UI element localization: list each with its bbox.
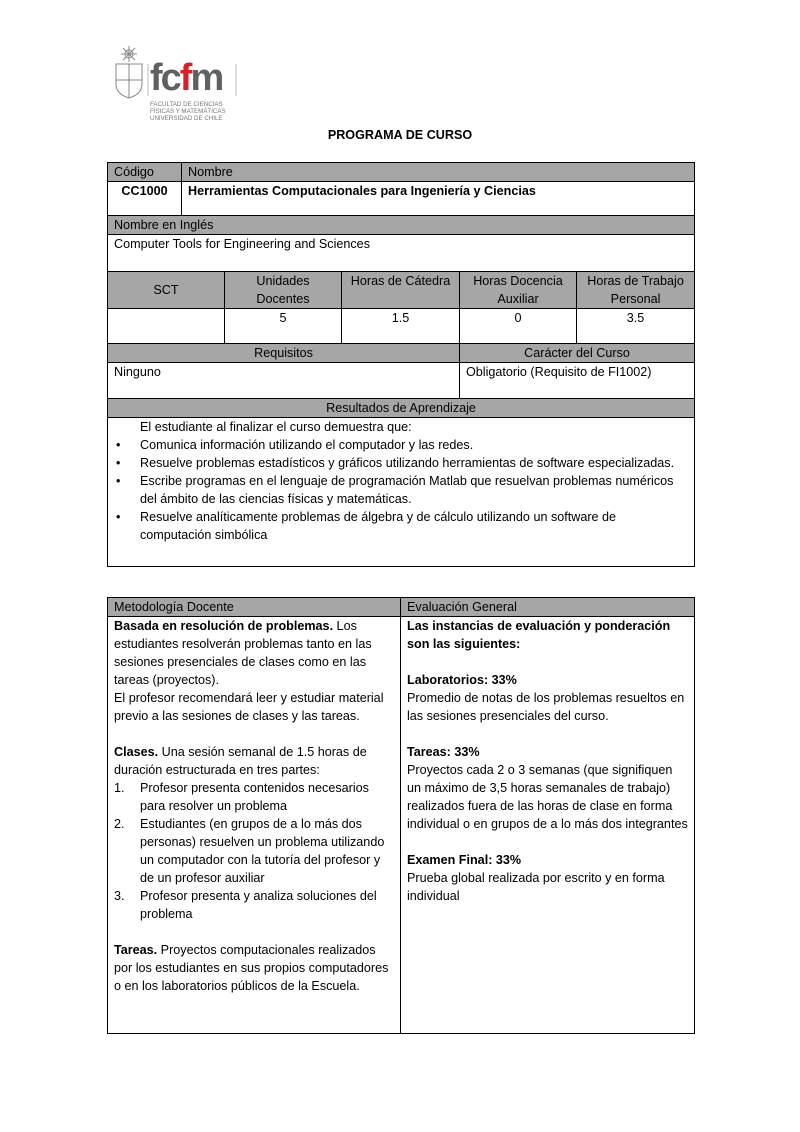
eval-item-text: Prueba global realizada por escrito y en…	[407, 871, 665, 903]
resultados-list: Comunica información utilizando el compu…	[114, 436, 688, 544]
p3-text: Una sesión semanal de 1.5 horas de durac…	[114, 745, 367, 777]
sct-value	[107, 308, 225, 344]
unidades-header: Unidades Docentes	[224, 271, 342, 309]
eval-item-title: Tareas: 33%	[407, 745, 480, 759]
step-number: 1.	[114, 781, 125, 795]
methodology-evaluation-table: Metodología Docente Evaluación General Ba…	[107, 597, 695, 1034]
fcfm-logo: fcfm FACULTAD DE CIENCIAS FÍSICAS Y MATE…	[112, 44, 242, 128]
eval-item-text: Promedio de notas de los problemas resue…	[407, 691, 685, 723]
course-name: Herramientas Computacionales para Ingeni…	[188, 184, 536, 198]
svg-text:FACULTAD DE CIENCIAS: FACULTAD DE CIENCIAS	[150, 101, 223, 108]
metodologia-label: Metodología Docente	[107, 597, 401, 617]
english-name: Computer Tools for Engineering and Scien…	[106, 234, 696, 272]
evaluacion-label: Evaluación General	[400, 597, 695, 617]
evaluacion-content: Las instancias de evaluación y ponderaci…	[400, 616, 695, 1034]
p3-bold: Clases.	[114, 745, 159, 759]
step-text: Estudiantes (en grupos de a lo más dos p…	[140, 817, 385, 885]
metodologia-content: Basada en resolución de problemas. Los e…	[107, 616, 401, 1034]
university-seal-icon: fcfm FACULTAD DE CIENCIAS FÍSICAS Y MATE…	[115, 46, 237, 122]
caracter-value: Obligatorio (Requisito de FI1002)	[458, 362, 696, 399]
list-item: Comunica información utilizando el compu…	[114, 436, 688, 454]
step-number: 3.	[114, 889, 125, 903]
page-title: PROGRAMA DE CURSO	[327, 128, 473, 142]
eval-item-title: Laboratorios: 33%	[407, 673, 517, 687]
list-item: Resuelve analíticamente problemas de álg…	[114, 508, 688, 544]
requisitos-label: Requisitos	[107, 343, 460, 363]
svg-text:FÍSICAS Y MATEMÁTICAS: FÍSICAS Y MATEMÁTICAS	[150, 108, 226, 115]
list-item: 1. Profesor presenta contenidos necesario…	[114, 779, 394, 815]
step-text: Profesor presenta contenidos necesarios …	[140, 781, 369, 813]
personal-value: 3.5	[575, 308, 696, 344]
eval-item-text: Proyectos cada 2 o 3 semanas (que signif…	[407, 763, 688, 831]
code-label: Código	[107, 162, 182, 182]
unidades-value: 5	[224, 308, 342, 344]
list-item: 3. Profesor presenta y analiza soluciones…	[114, 887, 394, 923]
name-label: Nombre	[180, 162, 696, 182]
course-info-table: Código Nombre CC1000 Herramientas Computac…	[106, 162, 696, 567]
auxiliar-value: 0	[459, 308, 577, 344]
step-number: 2.	[114, 817, 125, 831]
catedra-header: Horas de Cátedra	[341, 271, 460, 309]
catedra-value: 1.5	[341, 308, 460, 344]
eval-item-title: Examen Final: 33%	[407, 853, 522, 867]
sct-header: SCT	[107, 271, 225, 309]
list-item: 2. Estudiantes (en grupos de a lo más dos…	[114, 815, 394, 887]
eval-intro: Las instancias de evaluación y ponderaci…	[407, 619, 671, 651]
auxiliar-header: Horas Docencia Auxiliar	[459, 271, 577, 309]
resultados-label: Resultados de Aprendizaje	[106, 398, 696, 418]
course-code: CC1000	[121, 184, 168, 198]
svg-text:fcfm: fcfm	[150, 57, 222, 99]
p4-bold: Tareas.	[114, 943, 158, 957]
list-item: Resuelve problemas estadísticos y gráfic…	[114, 454, 688, 472]
english-name-label: Nombre en Inglés	[106, 215, 696, 235]
p1-bold: Basada en resolución de problemas.	[114, 619, 334, 633]
p1-text: Los estudiantes resolverán problemas tan…	[114, 619, 372, 687]
resultados-intro: El estudiante al finalizar el curso demu…	[140, 420, 412, 434]
p4-text: Proyectos computacionales realizados por…	[114, 943, 389, 993]
personal-header: Horas de Trabajo Personal	[575, 271, 696, 309]
list-item: Escribe programas en el lenguaje de prog…	[114, 472, 688, 508]
requisitos-value: Ninguno	[107, 362, 460, 399]
step-text: Profesor presenta y analiza soluciones d…	[140, 889, 377, 921]
p2-text: El profesor recomendará leer y estudiar …	[114, 691, 384, 723]
caracter-label: Carácter del Curso	[458, 343, 696, 363]
svg-text:UNIVERSIDAD DE CHILE: UNIVERSIDAD DE CHILE	[150, 115, 223, 122]
